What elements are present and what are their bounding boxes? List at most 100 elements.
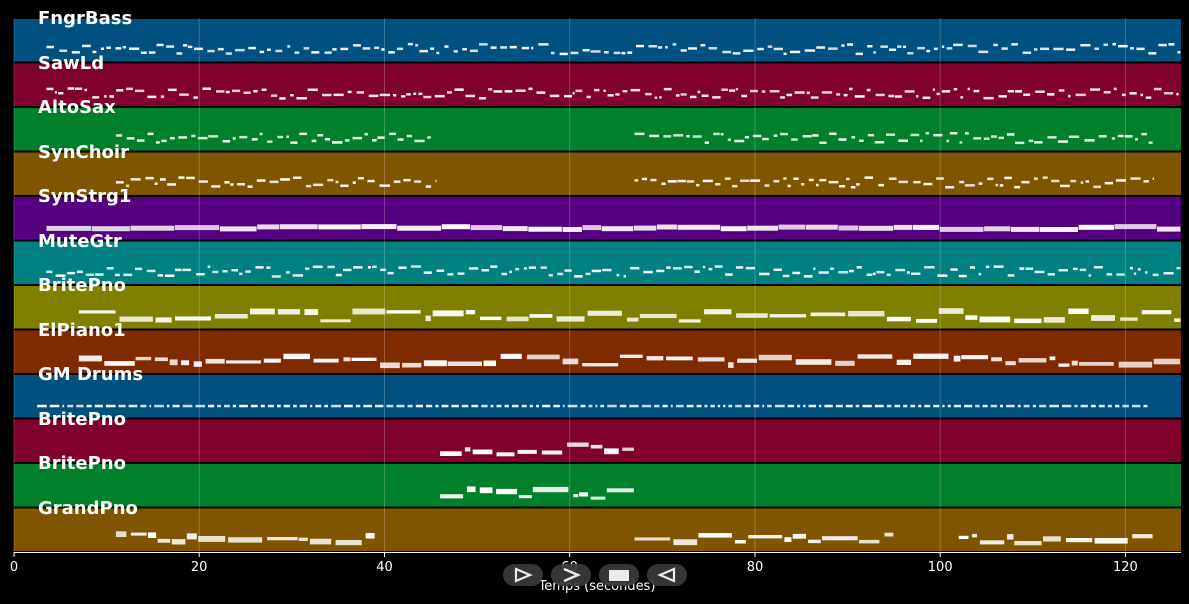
note-mark [621, 51, 626, 55]
note-mark [1049, 356, 1056, 361]
note-mark [355, 404, 361, 408]
stop-icon [609, 570, 629, 581]
note-mark [795, 359, 832, 365]
note-mark [1145, 96, 1152, 99]
note-mark [945, 186, 955, 189]
note-mark [567, 442, 589, 447]
note-mark [622, 90, 628, 93]
note-mark [659, 96, 662, 99]
note-mark [397, 225, 442, 231]
note-mark [1007, 90, 1015, 93]
forward-button[interactable] [551, 564, 591, 586]
note-mark [970, 266, 975, 269]
track-lane [14, 508, 1181, 551]
note-mark [279, 224, 318, 230]
rewind-icon [657, 567, 676, 583]
note-mark [1043, 536, 1061, 542]
note-mark [792, 271, 801, 275]
note-mark [953, 88, 958, 91]
note-mark [556, 316, 585, 322]
note-mark [374, 46, 380, 50]
note-mark [393, 180, 401, 183]
note-mark [616, 273, 620, 277]
note-mark [266, 266, 271, 269]
note-mark [876, 270, 885, 274]
note-mark [710, 404, 715, 408]
note-mark [649, 134, 659, 138]
note-mark [810, 96, 819, 99]
note-mark [362, 47, 371, 50]
note-mark [1023, 404, 1030, 408]
note-mark [1093, 185, 1101, 189]
note-mark [959, 141, 963, 144]
note-mark [1080, 44, 1091, 47]
note-mark [769, 314, 807, 318]
track-lane [14, 152, 1181, 195]
note-mark [1118, 361, 1153, 368]
note-mark [686, 404, 694, 408]
note-mark [686, 180, 695, 183]
note-mark [803, 404, 806, 408]
note-mark [245, 270, 251, 273]
note-mark [607, 94, 614, 97]
note-mark [725, 273, 733, 276]
note-mark [993, 265, 1004, 268]
note-mark [542, 404, 551, 408]
note-mark [672, 43, 677, 46]
note-mark [688, 47, 697, 50]
note-mark [1093, 266, 1103, 269]
rewind-button[interactable] [647, 564, 687, 586]
note-mark [1011, 43, 1018, 46]
note-mark [367, 179, 375, 183]
note-mark [673, 539, 698, 546]
note-mark [1084, 139, 1095, 142]
note-mark [67, 271, 75, 275]
note-mark [1051, 179, 1060, 183]
note-mark [147, 532, 157, 538]
note-mark [967, 87, 970, 91]
note-mark [232, 89, 241, 93]
note-mark [496, 404, 502, 408]
note-mark [1058, 89, 1065, 92]
stop-button[interactable] [599, 564, 639, 586]
note-mark [1148, 141, 1153, 144]
note-mark [845, 404, 853, 408]
note-mark [372, 265, 377, 269]
note-mark [984, 226, 1011, 232]
note-mark [789, 50, 801, 54]
note-mark [536, 404, 539, 408]
note-mark [324, 138, 331, 141]
note-mark [953, 43, 963, 47]
note-mark [1021, 180, 1030, 184]
note-mark [76, 404, 84, 408]
play-button[interactable] [503, 564, 543, 586]
note-mark [332, 141, 343, 144]
note-mark [490, 265, 498, 268]
track-lane [14, 241, 1181, 284]
note-mark [398, 266, 407, 269]
note-mark [367, 266, 371, 269]
note-mark [933, 47, 938, 51]
note-mark [1078, 224, 1115, 230]
note-mark [964, 404, 973, 408]
note-mark [1114, 224, 1157, 230]
note-mark [998, 95, 1007, 98]
note-mark [704, 404, 708, 408]
note-mark [804, 49, 816, 52]
note-mark [947, 404, 951, 408]
note-mark [759, 272, 770, 276]
note-mark [444, 45, 449, 48]
note-mark [303, 47, 310, 50]
note-mark [634, 132, 645, 136]
note-mark [913, 353, 949, 359]
note-mark [430, 47, 435, 50]
note-mark [1141, 310, 1172, 315]
note-mark [311, 139, 317, 143]
note-mark [331, 404, 341, 408]
note-mark [1130, 47, 1134, 50]
note-mark [736, 313, 768, 318]
note-mark [194, 47, 203, 51]
note-mark [415, 44, 419, 47]
note-mark [1117, 134, 1124, 138]
note-mark [205, 358, 225, 364]
